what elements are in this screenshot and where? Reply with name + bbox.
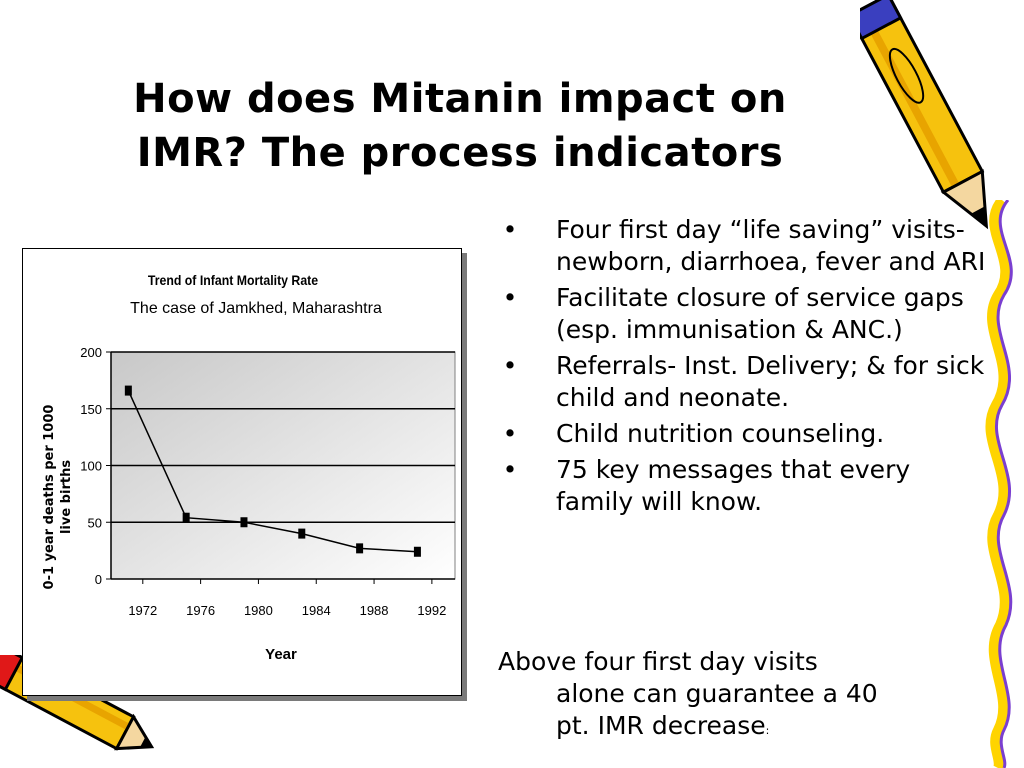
footer-line-3: pt. IMR decrease: [556, 711, 766, 740]
x-tick-label: 1972: [128, 603, 157, 618]
bullet-dot: •: [502, 283, 518, 312]
bullet-item: • Four first day “life saving” visits- ne…: [494, 214, 994, 278]
bullet-item: • Child nutrition counseling.: [494, 418, 994, 450]
footer-trailing-colon: :: [765, 724, 770, 737]
y-tick-label: 150: [80, 402, 102, 417]
bullet-list: • Four first day “life saving” visits- ne…: [494, 214, 994, 522]
y-tick-label: 50: [88, 515, 102, 530]
pencil-top-right-icon: [860, 0, 989, 230]
y-tick-label: 100: [80, 459, 102, 474]
x-tick-label: 1984: [302, 603, 331, 618]
slide-title-line-2: IMR? The process indicators: [136, 130, 784, 176]
y-tick-label: 0: [95, 572, 102, 587]
imr-data-point: [240, 517, 248, 528]
imr-data-point: [298, 528, 306, 539]
bullet-item: • Referrals- Inst. Delivery; & for sick c…: [494, 350, 994, 414]
footer-line-1: Above four first day visits: [498, 647, 818, 676]
slide-title: How does Mitanin impact on IMR? The proc…: [60, 72, 860, 180]
squiggle-border-right-icon: [985, 200, 1013, 768]
bullet-text: Facilitate closure of service gaps (esp.…: [556, 283, 964, 344]
x-tick-label: 1992: [417, 603, 446, 618]
slide-title-line-1: How does Mitanin impact on: [133, 76, 787, 122]
bullet-item: • Facilitate closure of service gaps (esp…: [494, 282, 994, 346]
bullet-text: Referrals- Inst. Delivery; & for sick ch…: [556, 351, 985, 412]
footer-note: Above four first day visits alone can gu…: [498, 646, 978, 747]
y-axis-label-line-2: live births: [59, 460, 74, 534]
x-axis-label: Year: [265, 646, 297, 663]
chart-subtitle: The case of Jamkhed, Maharashtra: [130, 300, 382, 317]
imr-data-point: [413, 546, 421, 557]
bullet-text: 75 key messages that every family will k…: [556, 455, 911, 516]
bullet-item: • 75 key messages that every family will …: [494, 454, 994, 518]
imr-data-point: [182, 512, 190, 523]
x-tick-label: 1988: [360, 603, 389, 618]
y-tick-label: 200: [80, 345, 102, 360]
imr-data-point: [356, 543, 364, 554]
imr-series-line: [127, 390, 418, 553]
bullet-dot: •: [502, 419, 518, 448]
chart-title: Trend of Infant Mortality Rate: [148, 272, 318, 288]
x-tick-label: 1980: [244, 603, 273, 618]
x-tick-label: 1976: [186, 603, 215, 618]
imr-line-chart: Trend of Infant Mortality Rate The case …: [42, 272, 456, 663]
imr-data-point: [124, 385, 132, 396]
y-axis-label-line-1: 0-1 year deaths per 1000: [42, 405, 57, 590]
bullet-text: Four first day “life saving” visits- new…: [556, 215, 986, 276]
bullet-dot: •: [502, 351, 518, 380]
bullet-dot: •: [502, 215, 518, 244]
footer-line-2: alone can guarantee a 40: [556, 679, 878, 708]
bullet-text: Child nutrition counseling.: [556, 419, 885, 448]
chart-panel: Trend of Infant Mortality Rate The case …: [22, 248, 462, 696]
bullet-dot: •: [502, 455, 518, 484]
